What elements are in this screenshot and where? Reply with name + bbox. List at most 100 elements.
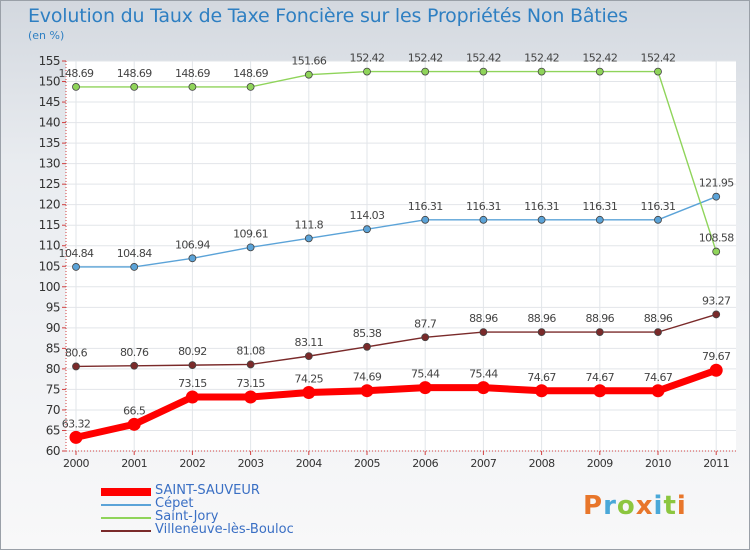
data-label: 111.8	[295, 218, 324, 231]
data-label: 75.44	[411, 368, 440, 381]
logo-letter: i	[676, 491, 687, 521]
data-point	[246, 83, 255, 91]
data-label: 88.96	[469, 312, 498, 325]
logo-letter: o	[616, 491, 636, 521]
y-tick-label: 130	[39, 157, 60, 171]
legend-swatch	[101, 530, 151, 532]
data-label: 106.94	[175, 238, 210, 251]
y-tick-label: 135	[39, 136, 60, 150]
y-tick-label: 110	[39, 239, 60, 253]
data-point	[304, 234, 313, 243]
data-point	[479, 328, 488, 337]
data-point	[595, 67, 604, 76]
data-label: 152.42	[466, 52, 501, 65]
data-point	[130, 263, 139, 271]
data-point	[421, 67, 430, 76]
y-tick-label: 125	[39, 177, 60, 191]
x-tick-label: 2011	[703, 457, 729, 470]
data-label: 74.67	[586, 371, 615, 384]
data-label: 148.69	[59, 67, 94, 80]
data-label: 75.44	[469, 368, 498, 381]
data-label: 152.42	[350, 52, 385, 65]
y-tick-label: 115	[39, 218, 60, 232]
data-point	[537, 67, 546, 76]
data-point	[651, 384, 665, 398]
y-tick-label: 155	[39, 54, 60, 68]
logo-letter: i	[653, 491, 664, 521]
logo-letter: t	[663, 491, 677, 521]
data-label: 66.5	[123, 404, 146, 417]
x-tick-label: 2004	[296, 457, 322, 470]
series-line	[75, 313, 717, 368]
data-point	[188, 361, 197, 370]
data-label: 93.27	[702, 294, 731, 307]
data-label: 83.11	[295, 336, 324, 349]
y-tick-label: 75	[46, 382, 60, 396]
data-point	[712, 247, 721, 256]
data-label: 148.69	[233, 67, 268, 80]
y-tick-label: 140	[39, 116, 60, 130]
data-point	[130, 361, 139, 370]
legend-label: Saint-Jory	[155, 509, 219, 524]
data-point	[69, 430, 83, 444]
data-label: 152.42	[582, 52, 617, 65]
data-label: 74.25	[295, 373, 324, 386]
data-point	[479, 67, 488, 76]
data-label: 104.84	[59, 247, 94, 260]
x-tick-label: 2010	[645, 457, 671, 470]
data-label: 74.69	[353, 371, 382, 384]
y-tick-label: 90	[46, 321, 60, 335]
data-point	[595, 328, 604, 337]
data-label: 73.15	[236, 377, 265, 390]
data-label: 116.31	[466, 200, 501, 213]
data-point	[72, 263, 80, 271]
x-tick-label: 2001	[121, 457, 147, 470]
data-point	[421, 215, 430, 224]
data-point	[304, 352, 313, 361]
data-point	[188, 254, 197, 263]
data-point	[654, 67, 662, 76]
data-label: 87.7	[414, 317, 437, 330]
data-point	[418, 381, 432, 395]
data-point	[709, 363, 723, 377]
data-point	[72, 362, 80, 371]
data-label: 121.95	[699, 177, 734, 190]
data-label: 116.31	[408, 200, 443, 213]
data-label: 116.31	[524, 200, 559, 213]
data-label: 74.67	[527, 371, 556, 384]
x-tick-label: 2007	[470, 457, 496, 470]
data-label: 108.58	[699, 232, 734, 245]
data-point	[363, 225, 371, 234]
y-tick-label: 150	[39, 75, 60, 89]
logo-letter: x	[635, 491, 654, 521]
data-label: 116.31	[582, 200, 617, 213]
data-label: 114.03	[350, 209, 385, 222]
legend-swatch	[101, 488, 151, 496]
x-tick-label: 2002	[179, 457, 205, 470]
y-tick-label: 100	[39, 280, 60, 294]
y-tick-label: 105	[39, 259, 60, 273]
data-point	[304, 70, 313, 79]
data-point	[188, 83, 197, 91]
x-tick-label: 2005	[354, 457, 380, 470]
y-tick-label: 145	[39, 95, 60, 109]
y-tick-label: 60	[46, 444, 60, 458]
y-tick-label: 85	[46, 341, 60, 355]
data-label: 79.67	[702, 350, 731, 363]
data-label: 80.92	[178, 345, 207, 358]
x-tick-label: 2009	[587, 457, 613, 470]
data-label: 148.69	[117, 67, 152, 80]
data-label: 63.32	[62, 417, 91, 430]
chart-unit-label: (en %)	[28, 29, 65, 42]
data-point	[130, 83, 139, 91]
data-point	[535, 384, 549, 398]
y-tick-label: 65	[46, 423, 60, 437]
data-point	[185, 390, 199, 404]
data-label: 85.38	[353, 327, 382, 340]
data-label: 88.96	[527, 312, 556, 325]
y-tick-label: 70	[46, 403, 60, 417]
legend-label: Villeneuve-lès-Bouloc	[155, 522, 294, 537]
chart-title: Evolution du Taux de Taxe Foncière sur l…	[28, 5, 628, 27]
data-point	[479, 215, 488, 224]
data-point	[654, 328, 662, 337]
